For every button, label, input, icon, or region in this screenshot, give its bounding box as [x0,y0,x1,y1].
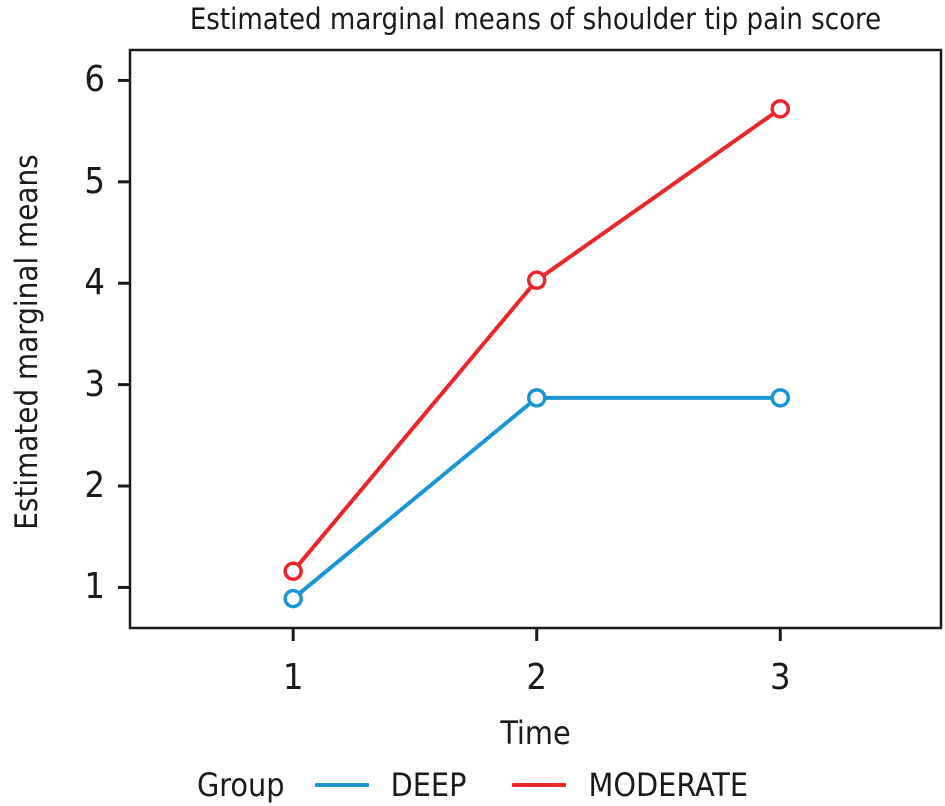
y-tick-label-4: 4 [84,262,105,304]
series-line-moderate [291,106,783,574]
x-tick-label-3: 3 [769,657,791,698]
y-tick-label-1: 1 [84,566,105,608]
y-tick-label-5: 5 [84,160,105,202]
x-axis-label: Time [500,714,571,752]
x-tick-label-2: 2 [526,657,547,698]
legend-items: DEEP MODERATE [314,766,748,804]
legend-item-deep: DEEP [314,766,467,804]
y-tick-label-3: 3 [84,363,105,405]
data-point-moderate-time2 [526,270,547,290]
legend-swatch-moderate [512,783,567,787]
legend-swatch-deep [314,783,369,787]
y-tick-label-6: 6 [84,59,105,101]
legend-title: Group [196,766,285,804]
legend-item-moderate: MODERATE [512,766,748,804]
data-point-moderate-time1 [283,561,303,581]
data-point-deep-time2 [526,388,547,408]
plot-border [128,48,943,630]
y-tick-label-2: 2 [84,465,105,507]
legend: Group DEEP MODERATE [0,762,945,806]
data-point-moderate-time3 [770,99,791,119]
data-point-deep-time1 [283,588,303,609]
series-line-deep [291,395,783,601]
legend-label-moderate: MODERATE [588,766,748,804]
x-tick-label-1: 1 [282,657,304,698]
data-point-deep-time3 [770,388,791,408]
chart-title: Estimated marginal means of shoulder tip… [189,2,882,36]
legend-label-deep: DEEP [390,766,467,804]
